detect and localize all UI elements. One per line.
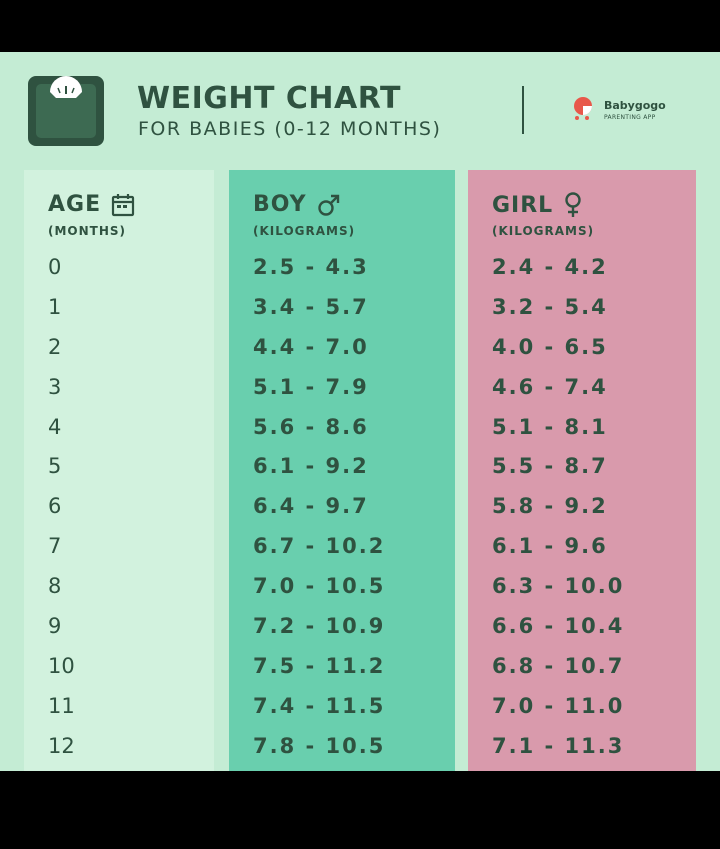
girl-weight-cell: 6.3 - 10.0 — [492, 574, 625, 599]
girl-weight-cell: 6.8 - 10.7 — [492, 653, 625, 678]
age-cell: 1 — [48, 294, 62, 319]
age-column: AGE (MONTHS) 0 1 2 3 4 5 6 7 8 9 10 11 1 — [24, 170, 214, 771]
boy-weight-cell: 5.6 - 8.6 — [253, 414, 369, 439]
boy-weight-cell: 6.7 - 10.2 — [253, 534, 386, 559]
boy-weight-cell: 3.4 - 5.7 — [253, 294, 369, 319]
age-unit: (MONTHS) — [48, 224, 127, 238]
age-cell: 10 — [48, 653, 75, 678]
girl-column: GIRL (KILOGRAMS) 2.4 - 4.2 3.2 - 5.4 4.0… — [468, 170, 696, 771]
age-cell: 0 — [48, 255, 62, 279]
girl-weight-cell: 2.4 - 4.2 — [492, 255, 608, 279]
boy-heading: BOY — [253, 192, 341, 217]
boy-weight-cell: 7.8 - 10.5 — [253, 733, 386, 758]
boy-weight-cell: 6.4 - 9.7 — [253, 494, 369, 519]
age-values: 0 1 2 3 4 5 6 7 8 9 10 11 12 — [48, 252, 75, 771]
boy-values: 2.5 - 4.3 3.4 - 5.7 4.4 - 7.0 5.1 - 7.9 … — [253, 252, 385, 771]
age-heading-label: AGE — [48, 192, 102, 217]
girl-weight-cell: 5.8 - 9.2 — [492, 494, 608, 519]
scale-icon — [28, 76, 104, 146]
girl-weight-cell: 6.1 - 9.6 — [492, 534, 608, 559]
boy-weight-cell: 4.4 - 7.0 — [253, 334, 369, 359]
girl-values: 2.4 - 4.2 3.2 - 5.4 4.0 - 6.5 4.6 - 7.4 … — [492, 252, 624, 771]
female-symbol-icon — [565, 192, 581, 217]
page-title: WEIGHT CHART — [137, 81, 401, 116]
girl-weight-cell: 5.5 - 8.7 — [492, 454, 608, 479]
boy-weight-cell: 6.1 - 9.2 — [253, 454, 369, 479]
boy-heading-label: BOY — [253, 192, 307, 217]
header-divider — [522, 86, 524, 134]
weight-chart-card: WEIGHT CHART FOR BABIES (0-12 MONTHS) Ba… — [0, 52, 720, 771]
girl-weight-cell: 6.6 - 10.4 — [492, 614, 625, 639]
girl-heading-label: GIRL — [492, 192, 554, 218]
age-cell: 4 — [48, 414, 62, 439]
age-cell: 8 — [48, 574, 62, 599]
boy-weight-cell: 7.5 - 11.2 — [253, 653, 386, 678]
calendar-icon — [112, 193, 135, 216]
girl-weight-cell: 4.6 - 7.4 — [492, 374, 608, 399]
male-symbol-icon — [317, 194, 339, 216]
age-heading: AGE — [48, 192, 135, 217]
girl-weight-cell: 5.1 - 8.1 — [492, 414, 608, 439]
babygogo-logo-icon — [574, 97, 592, 120]
girl-unit: (KILOGRAMS) — [492, 224, 595, 238]
age-cell: 2 — [48, 334, 62, 359]
age-cell: 3 — [48, 374, 62, 399]
girl-heading: GIRL — [492, 192, 583, 218]
boy-unit: (KILOGRAMS) — [253, 224, 356, 238]
age-cell: 7 — [48, 534, 62, 559]
girl-weight-cell: 3.2 - 5.4 — [492, 294, 608, 319]
girl-weight-cell: 7.0 - 11.0 — [492, 693, 625, 718]
age-cell: 12 — [48, 733, 75, 758]
brand-tagline: PARENTING APP — [604, 114, 656, 121]
page-subtitle: FOR BABIES (0-12 MONTHS) — [138, 118, 442, 140]
age-cell: 11 — [48, 693, 75, 718]
boy-weight-cell: 7.4 - 11.5 — [253, 693, 386, 718]
age-cell: 5 — [48, 454, 62, 479]
boy-weight-cell: 5.1 - 7.9 — [253, 374, 369, 399]
boy-weight-cell: 7.0 - 10.5 — [253, 574, 386, 599]
boy-weight-cell: 2.5 - 4.3 — [253, 255, 369, 279]
girl-weight-cell: 4.0 - 6.5 — [492, 334, 608, 359]
age-cell: 6 — [48, 494, 62, 519]
age-cell: 9 — [48, 614, 62, 639]
brand-name: Babygogo — [604, 99, 666, 112]
boy-column: BOY (KILOGRAMS) 2.5 - 4.3 3.4 - 5.7 4.4 … — [229, 170, 455, 771]
girl-weight-cell: 7.1 - 11.3 — [492, 733, 625, 758]
boy-weight-cell: 7.2 - 10.9 — [253, 614, 386, 639]
header: WEIGHT CHART FOR BABIES (0-12 MONTHS) Ba… — [0, 52, 720, 170]
